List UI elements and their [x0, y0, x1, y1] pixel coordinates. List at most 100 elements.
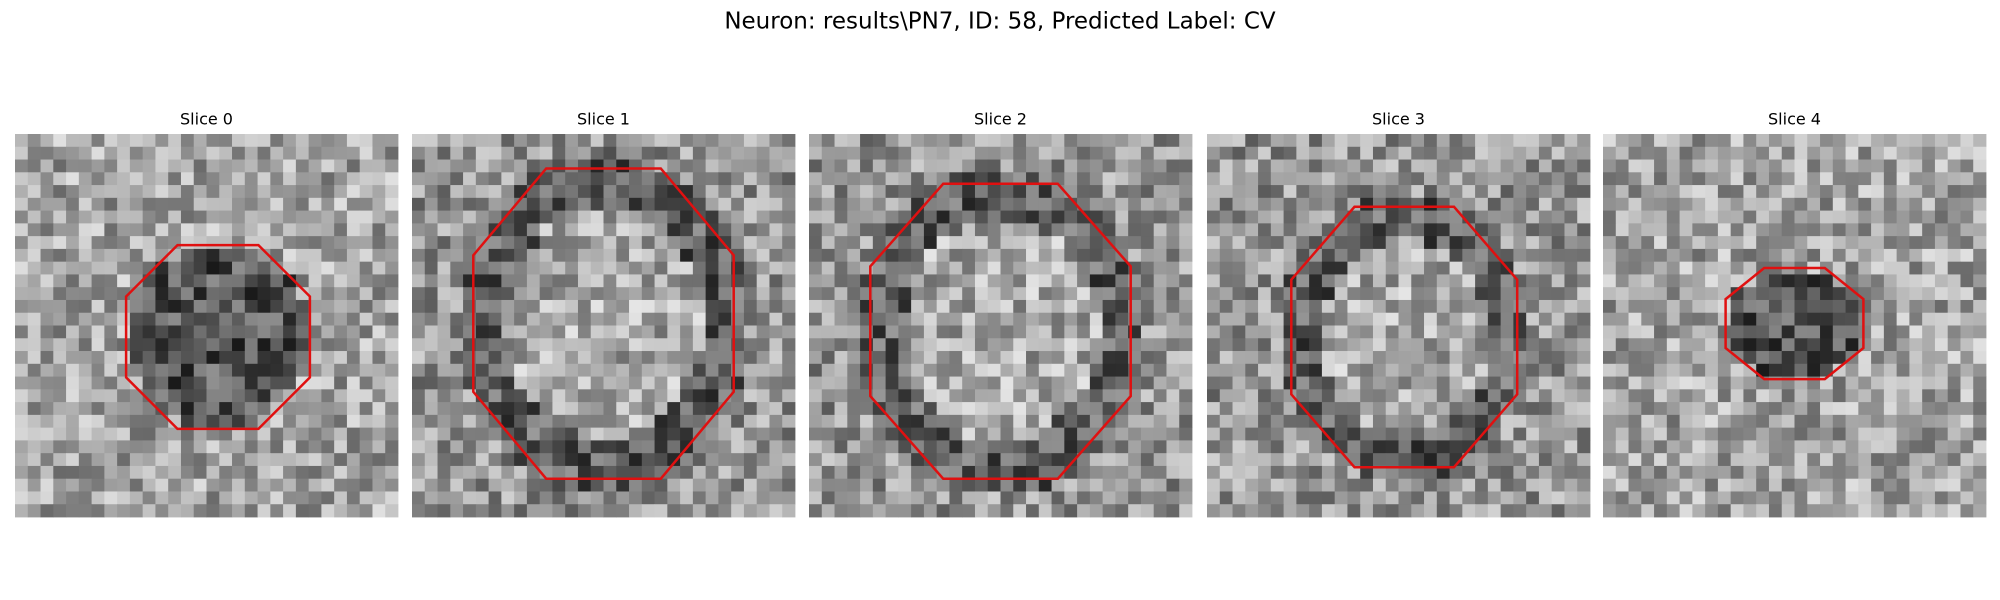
pixel [1219, 351, 1233, 365]
pixel [1934, 274, 1949, 288]
pixel [590, 299, 604, 314]
pixel [385, 453, 399, 467]
pixel [1153, 159, 1167, 173]
pixel [372, 504, 386, 518]
pixel [782, 261, 796, 275]
pixel [412, 146, 426, 160]
pixel [898, 312, 912, 326]
pixel [1768, 146, 1783, 160]
pixel [1730, 414, 1744, 429]
pixel [1781, 491, 1795, 505]
pixel [437, 172, 451, 186]
pixel [1730, 172, 1744, 186]
pixel [1219, 338, 1233, 352]
pixel [577, 389, 592, 403]
pixel [962, 248, 976, 263]
pixel [949, 261, 963, 275]
panel-title: Slice 4 [1768, 110, 1821, 129]
pixel [1115, 389, 1129, 403]
pixel [1768, 427, 1783, 441]
pixel [987, 376, 1001, 390]
pixel [155, 223, 169, 237]
pixel [346, 159, 361, 173]
pixel [1411, 402, 1425, 416]
pixel [1730, 146, 1744, 160]
pixel [667, 338, 681, 352]
pixel [1077, 146, 1091, 160]
pixel [1628, 440, 1642, 454]
pixel [911, 274, 925, 288]
pixel [155, 453, 169, 467]
pixel [872, 491, 886, 505]
pixel [1666, 389, 1680, 403]
pixel [15, 312, 29, 326]
pixel [539, 248, 553, 263]
pixel [437, 351, 451, 365]
pixel [1730, 465, 1744, 480]
pixel [1089, 312, 1104, 326]
pixel [514, 338, 528, 352]
pixel [949, 312, 963, 326]
pixel [1398, 236, 1412, 250]
pixel [257, 312, 271, 326]
pixel [283, 427, 297, 441]
pixel [232, 325, 246, 339]
pixel [244, 389, 258, 403]
pixel [142, 312, 156, 326]
pixel [1832, 223, 1846, 237]
pixel [962, 478, 976, 492]
pixel [488, 338, 502, 352]
pixel [27, 223, 41, 237]
pixel [1026, 376, 1040, 390]
pixel [1743, 223, 1757, 237]
pixel [1153, 274, 1167, 288]
pixel [1398, 210, 1412, 224]
pixel [283, 197, 297, 211]
pixel [1603, 414, 1617, 429]
pixel [539, 261, 553, 275]
pixel [1679, 312, 1693, 326]
pixel [1781, 402, 1795, 416]
pixel [1283, 402, 1297, 416]
pixel [193, 299, 207, 314]
pixel [616, 427, 630, 441]
pixel [898, 299, 912, 314]
pixel [104, 351, 118, 365]
pixel [1909, 504, 1923, 518]
pixel [1692, 402, 1706, 416]
pixel [1102, 376, 1116, 390]
pixel [1845, 197, 1859, 211]
pixel [1934, 248, 1949, 263]
pixel [1500, 491, 1514, 505]
pixel [359, 172, 373, 186]
pixel [641, 504, 655, 518]
pixel [168, 197, 182, 211]
pixel [769, 389, 783, 403]
pixel [40, 338, 54, 352]
pixel [1832, 376, 1846, 390]
pixel [412, 351, 426, 365]
pixel [1551, 504, 1565, 518]
pixel [488, 427, 502, 441]
pixel [1347, 223, 1361, 237]
pixel [539, 440, 553, 454]
pixel [654, 440, 668, 454]
pixel [283, 478, 297, 492]
pixel [809, 159, 823, 173]
pixel [1603, 197, 1617, 211]
pixel [142, 172, 156, 186]
pixel [1321, 274, 1336, 288]
pixel [616, 402, 630, 416]
pixel [1807, 223, 1821, 237]
pixel [270, 287, 284, 301]
pixel [1781, 504, 1795, 518]
pixel [1564, 172, 1578, 186]
pixel [1436, 338, 1450, 352]
pixel [936, 299, 950, 314]
pixel [1296, 210, 1310, 224]
pixel [232, 134, 246, 148]
pixel [782, 389, 796, 403]
pixel [705, 146, 719, 160]
pixel [1615, 210, 1629, 224]
pixel [1334, 465, 1348, 480]
